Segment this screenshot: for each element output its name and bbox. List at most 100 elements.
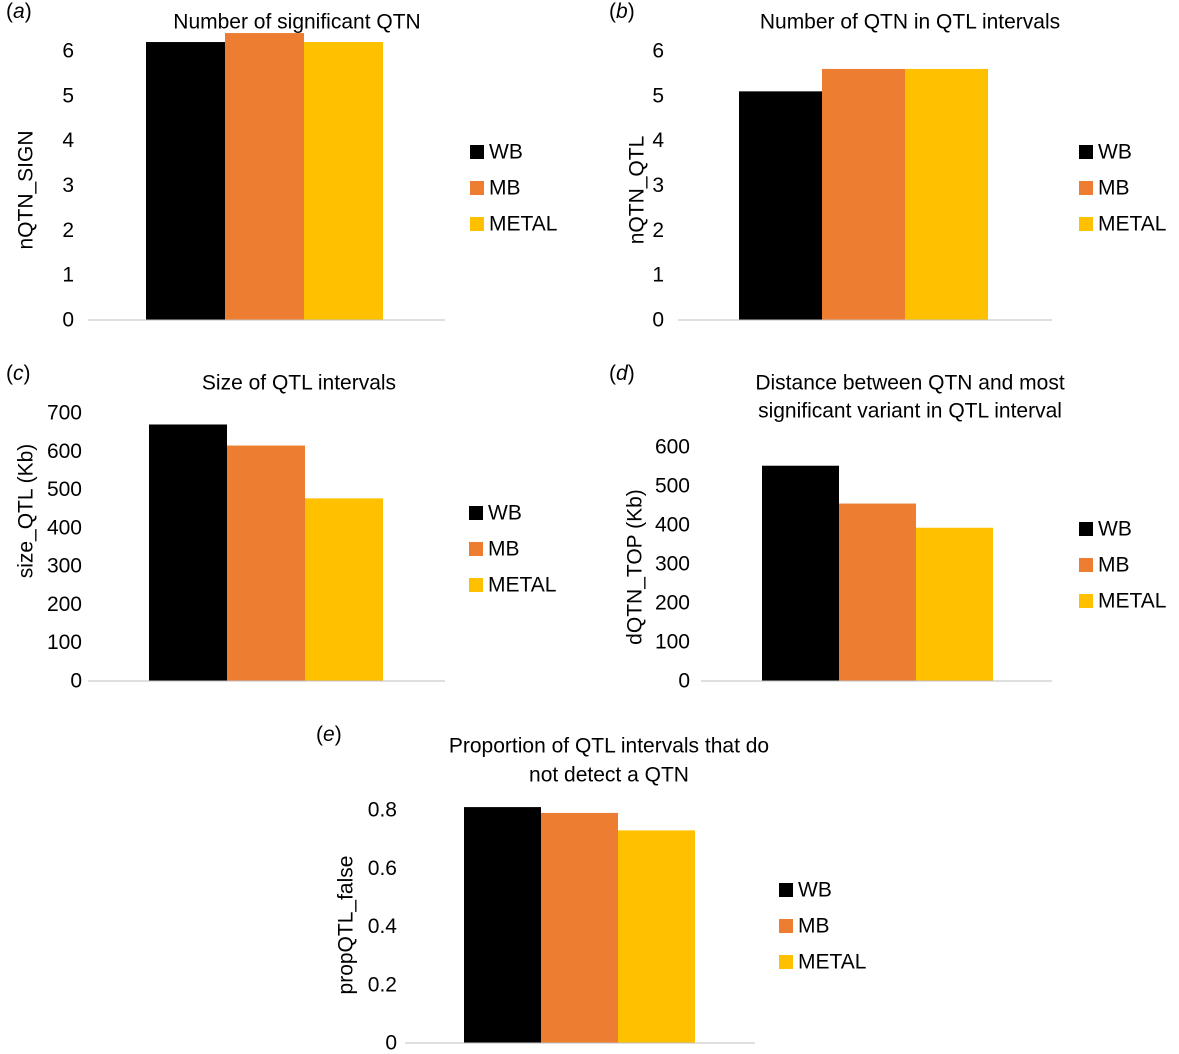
- legend-label-wb: WB: [1098, 141, 1132, 164]
- y-tick-label: 0: [70, 670, 82, 693]
- bar-wb: [739, 91, 822, 320]
- y-tick-label: 300: [655, 553, 690, 576]
- chart-title: Size of QTL intervals: [202, 372, 396, 395]
- chart-panel-2: (b) Number of QTN in QTL intervals nQTN_QT…: [609, 0, 1166, 332]
- panel-label: (a): [6, 0, 32, 23]
- chart-panel-5: (e) Proportion of QTL intervals that do no…: [316, 723, 866, 1054]
- y-tick-label: 300: [47, 555, 82, 578]
- panel-letter: c: [13, 362, 24, 385]
- y-tick-label: 3: [652, 174, 664, 197]
- y-tick-label: 100: [47, 631, 82, 654]
- y-tick-label: 600: [655, 436, 690, 459]
- y-tick-label: 6: [652, 40, 664, 63]
- legend-swatch-metal: [1079, 594, 1093, 608]
- y-tick-label: 100: [655, 631, 690, 654]
- legend-swatch-metal: [469, 578, 483, 592]
- y-tick-label: 1: [62, 264, 74, 287]
- legend-label-metal: METAL: [1098, 590, 1166, 613]
- y-tick-label: 400: [655, 514, 690, 537]
- bar-mb: [227, 445, 305, 681]
- legend-swatch-mb: [1079, 558, 1093, 572]
- y-tick-label: 0: [678, 670, 690, 693]
- legend-label-wb: WB: [489, 141, 523, 164]
- y-tick-label: 400: [47, 516, 82, 539]
- legend-swatch-mb: [1079, 181, 1093, 195]
- y-tick-label: 5: [62, 84, 74, 107]
- panel-letter: d: [616, 362, 629, 385]
- y-tick-label: 0: [62, 309, 74, 332]
- y-tick-label: 200: [655, 592, 690, 615]
- panel-letter: b: [616, 0, 628, 23]
- legend-swatch-wb: [1079, 522, 1093, 536]
- legend: WB MB METAL: [469, 502, 556, 597]
- legend-swatch-mb: [469, 542, 483, 556]
- legend-swatch-mb: [470, 181, 484, 195]
- bar-mb: [541, 812, 618, 1043]
- y-tick-label: 5: [652, 84, 664, 107]
- chart-title: Number of significant QTN: [173, 11, 420, 34]
- legend-swatch-wb: [469, 506, 483, 520]
- chart-title: not detect a QTN: [529, 764, 689, 787]
- legend-swatch-metal: [1079, 217, 1093, 231]
- y-tick-label: 0.8: [368, 799, 397, 822]
- legend-label-wb: WB: [1098, 518, 1132, 541]
- y-tick-label: 4: [652, 129, 664, 152]
- legend-label-mb: MB: [1098, 554, 1130, 577]
- y-tick-label: 2: [62, 219, 74, 242]
- panel-letter: a: [13, 0, 25, 23]
- legend: WB MB METAL: [1079, 141, 1166, 236]
- legend-swatch-mb: [779, 919, 793, 933]
- panel-label: (e): [316, 723, 342, 746]
- chart-panel-4: (d) Distance between QTN and most signific…: [609, 362, 1166, 693]
- chart-panel-1: (a) Number of significant QTN nQTN_SIGN 0 1 2…: [6, 0, 557, 332]
- chart-title: Distance between QTN and most: [755, 372, 1064, 395]
- bar-wb: [146, 42, 225, 321]
- legend-label-mb: MB: [488, 538, 520, 561]
- legend-label-mb: MB: [798, 915, 830, 938]
- legend-label-wb: WB: [798, 879, 832, 902]
- y-tick-label: 0.2: [368, 973, 397, 996]
- panel-label: (b): [609, 0, 635, 23]
- legend-label-metal: METAL: [798, 951, 866, 974]
- y-tick-label: 0.4: [368, 915, 398, 938]
- chart-title: Proportion of QTL intervals that do: [449, 735, 769, 758]
- bar-metal: [618, 830, 695, 1043]
- bar-metal: [304, 42, 383, 321]
- y-tick-label: 3: [62, 174, 74, 197]
- y-tick-label: 700: [47, 402, 82, 425]
- y-axis-label: dQTN_TOP (Kb): [624, 489, 647, 645]
- panel-label: (c): [6, 362, 31, 385]
- bar-wb: [464, 807, 541, 1043]
- legend-swatch-metal: [470, 217, 484, 231]
- bar-mb: [839, 503, 916, 681]
- y-tick-label: 600: [47, 440, 82, 463]
- bar-wb: [149, 424, 227, 681]
- legend-label-mb: MB: [489, 177, 521, 200]
- y-axis-label: nQTN_QTL: [626, 136, 649, 245]
- bar-wb: [762, 465, 839, 681]
- y-axis-label: nQTN_SIGN: [15, 130, 38, 249]
- legend-swatch-wb: [779, 883, 793, 897]
- y-tick-label: 0: [652, 309, 664, 332]
- bar-mb: [822, 68, 905, 320]
- bar-metal: [905, 68, 988, 320]
- y-tick-label: 2: [652, 219, 664, 242]
- legend: WB MB METAL: [470, 141, 557, 236]
- legend-label-metal: METAL: [489, 213, 557, 236]
- legend-label-wb: WB: [488, 502, 522, 525]
- y-tick-label: 200: [47, 593, 82, 616]
- bar-metal: [916, 527, 993, 681]
- y-tick-label: 1: [652, 264, 664, 287]
- legend-swatch-wb: [1079, 145, 1093, 159]
- bar-metal: [305, 498, 383, 681]
- legend-swatch-metal: [779, 955, 793, 969]
- y-axis-label: size_QTL (Kb): [15, 444, 38, 579]
- y-axis-label: propQTL_false: [335, 856, 358, 995]
- legend: WB MB METAL: [1079, 518, 1166, 613]
- y-tick-label: 0: [385, 1032, 397, 1054]
- legend: WB MB METAL: [779, 879, 866, 974]
- legend-label-mb: MB: [1098, 177, 1130, 200]
- panel-letter: e: [323, 723, 335, 746]
- y-tick-label: 500: [655, 475, 690, 498]
